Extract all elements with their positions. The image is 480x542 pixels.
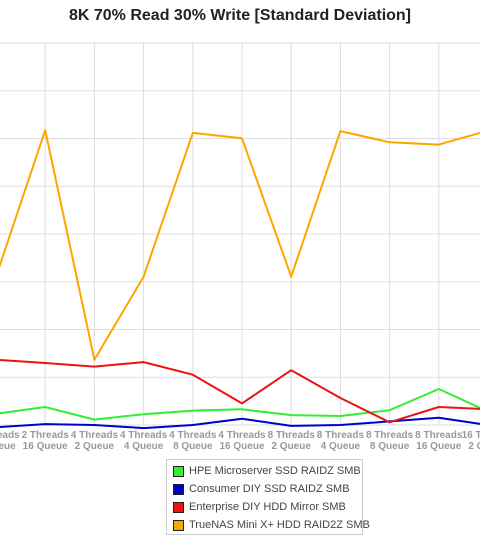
x-tick-label: 4 Threads 8 Queue (169, 430, 217, 452)
legend-label: Consumer DIY SSD RAIDZ SMB (189, 483, 350, 495)
legend-swatch (173, 501, 184, 513)
legend-item: TrueNAS Mini X+ HDD RAID2Z SMB (173, 518, 370, 532)
legend-swatch (173, 483, 184, 495)
x-tick-label: 4 Threads 4 Queue (120, 430, 168, 452)
series-lines (0, 129, 480, 430)
grid (0, 42, 480, 426)
chart-title: 8K 70% Read 30% Write [Standard Deviatio… (68, 7, 412, 24)
x-tick-label: 8 Threads 4 Queue (317, 430, 365, 452)
x-tick-label: 4 Threads 16 Queue (218, 430, 266, 452)
legend-swatch (173, 519, 184, 531)
legend-item: HPE Microserver SSD RAIDZ SMB (173, 464, 361, 478)
series-line-2 (0, 359, 480, 424)
legend-item: Consumer DIY SSD RAIDZ SMB (173, 482, 350, 496)
x-tick-label: 8 Threads 16 Queue (415, 430, 463, 452)
series-line-1 (0, 416, 480, 430)
legend-item: Enterprise DIY HDD Mirror SMB (173, 500, 346, 514)
x-tick-label: 8 Threads 2 Queue (268, 430, 316, 452)
x-tick-label: 2 Threads 16 Queue (22, 430, 70, 452)
series-line-0 (0, 388, 480, 421)
series-line-3 (0, 129, 480, 361)
legend-label: Enterprise DIY HDD Mirror SMB (189, 501, 346, 513)
legend-label: TrueNAS Mini X+ HDD RAID2Z SMB (189, 519, 370, 531)
legend-label: HPE Microserver SSD RAIDZ SMB (189, 465, 361, 477)
legend: HPE Microserver SSD RAIDZ SMB Consumer DI… (166, 459, 370, 535)
legend-swatch (173, 465, 184, 477)
x-tick-label: 8 Threads 8 Queue (366, 430, 414, 452)
x-tick-label: 4 Threads 2 Queue (71, 430, 119, 452)
